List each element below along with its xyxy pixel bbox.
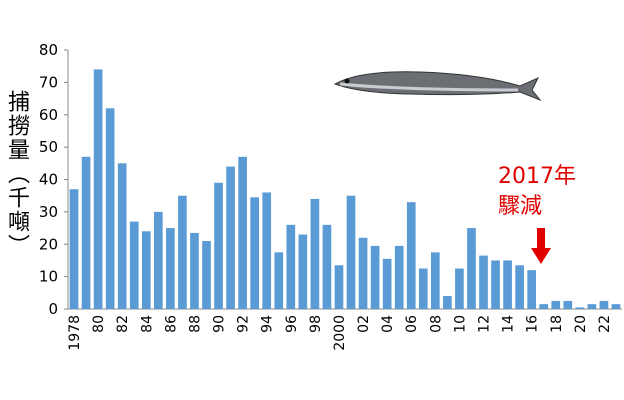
bar: [322, 224, 332, 309]
y-tick-label: 30: [39, 203, 58, 221]
bar: [491, 260, 500, 309]
annotation: 2017年 驟減: [498, 162, 576, 222]
y-tick-label: 10: [39, 268, 58, 286]
x-tick-label: 84: [139, 315, 155, 333]
arrow: [531, 228, 551, 264]
bar: [346, 195, 356, 309]
y-tick-label: 60: [39, 106, 58, 124]
x-tick-label: 16: [525, 315, 541, 333]
annotation-line: 2017年: [498, 164, 576, 189]
y-tick-label: 70: [39, 73, 58, 91]
x-tick-label: 18: [549, 315, 565, 333]
bar: [81, 156, 91, 309]
bar: [93, 69, 103, 309]
x-tick-label: 2000: [332, 315, 348, 351]
bar: [443, 296, 452, 309]
bar: [575, 307, 585, 309]
bar: [394, 245, 404, 309]
bar: [479, 255, 488, 309]
x-tick-label: 10: [452, 315, 468, 333]
fish: [333, 71, 542, 102]
y-tick-label: 50: [39, 138, 58, 156]
bar: [527, 270, 537, 309]
x-tick-label: 82: [115, 315, 131, 333]
bar: [334, 265, 344, 309]
bar: [599, 300, 609, 309]
bar: [166, 228, 175, 309]
bar: [358, 237, 368, 309]
bar: [141, 231, 151, 309]
bar: [153, 211, 163, 309]
x-tick-label: 22: [597, 315, 613, 333]
bar: [69, 189, 79, 309]
x-tick-label: 92: [236, 315, 252, 333]
y-tick-label: 20: [39, 235, 58, 253]
y-tick-label: 0: [48, 300, 58, 318]
bar: [238, 156, 247, 309]
x-tick-label: 98: [308, 315, 324, 333]
x-tick-label: 08: [428, 315, 444, 333]
annotation-line: 驟減: [498, 194, 543, 219]
bar: [430, 252, 440, 309]
bar: [214, 182, 223, 309]
bar: [611, 304, 621, 309]
x-tick-label: 06: [404, 315, 420, 333]
x-tick-label: 04: [380, 315, 396, 333]
bar: [298, 234, 308, 309]
bar: [551, 300, 561, 309]
x-tick-label: 88: [187, 315, 203, 333]
y-tick-label: 40: [39, 171, 58, 189]
bar: [370, 245, 380, 309]
bar: [406, 202, 416, 309]
bar: [515, 265, 524, 309]
bar: [105, 108, 115, 310]
x-tick-label: 14: [501, 315, 517, 333]
bar: [274, 252, 284, 309]
x-tick-label: 96: [284, 315, 300, 333]
bar: [117, 163, 127, 309]
x-tick-label: 94: [260, 315, 276, 333]
x-tick-label: 80: [91, 315, 107, 333]
bar: [286, 224, 296, 309]
x-tick-label: 1978: [67, 315, 83, 351]
bar: [539, 304, 549, 309]
bar: [503, 260, 512, 309]
bar: [129, 221, 139, 309]
bar: [310, 198, 320, 309]
x-tick-label: 12: [477, 315, 493, 333]
y-axis-label: 捕撈量（千噸）: [4, 90, 29, 258]
bar: [382, 258, 392, 309]
bar: [587, 304, 597, 309]
y-tick-label: 80: [39, 41, 58, 59]
bar: [250, 197, 260, 309]
bar: [178, 195, 187, 309]
bar: [190, 232, 199, 309]
x-tick-label: 20: [573, 315, 589, 333]
bar: [262, 192, 272, 309]
x-tick-label: 86: [163, 315, 179, 333]
bar: [418, 268, 428, 309]
bar: [563, 300, 573, 309]
bar: [226, 166, 235, 309]
bar: [467, 228, 476, 309]
bar: [202, 241, 211, 309]
x-tick-label: 90: [212, 315, 228, 333]
bar: [455, 268, 464, 309]
x-tick-label: 02: [356, 315, 372, 333]
